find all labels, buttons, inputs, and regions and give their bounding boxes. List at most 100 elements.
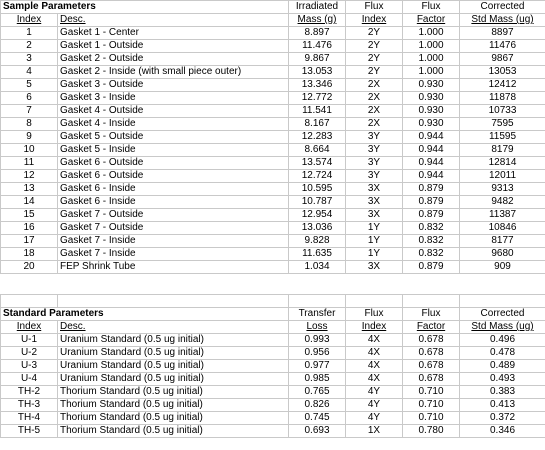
sample-header-row-top: Sample Parameters Irradiated Flux Flux C… <box>0 0 545 14</box>
cell-corrected: 0.493 <box>459 372 545 386</box>
cell-index: 2 <box>0 39 58 53</box>
cell-index: 8 <box>0 117 58 131</box>
cell-mass: 12.724 <box>288 169 346 183</box>
header-flux-2: Flux <box>402 0 460 14</box>
cell-flux-factor: 0.780 <box>402 424 460 438</box>
cell-flux-index: 4Y <box>345 398 403 412</box>
cell-flux-index: 1X <box>345 424 403 438</box>
cell-index: TH-5 <box>0 424 58 438</box>
cell-mass: 9.867 <box>288 52 346 66</box>
cell-flux-index: 3Y <box>345 169 403 183</box>
cell-flux-index: 4X <box>345 346 403 360</box>
cell-index: U-2 <box>0 346 58 360</box>
cell-corrected: 8177 <box>459 234 545 248</box>
cell-desc: Uranium Standard (0.5 ug initial) <box>57 346 289 360</box>
table-row: 11 Gasket 6 - Outside 13.574 3Y 0.944 12814 <box>0 156 545 170</box>
cell-corrected: 0.489 <box>459 359 545 373</box>
cell-index: 1 <box>0 26 58 40</box>
cell-corrected: 12814 <box>459 156 545 170</box>
cell-flux-factor: 0.678 <box>402 372 460 386</box>
cell-index: 11 <box>0 156 58 170</box>
cell-corrected: 11387 <box>459 208 545 222</box>
empty-cell <box>288 294 346 308</box>
header-std-mass: Std Mass (ug) <box>459 320 545 334</box>
cell-desc: Gasket 3 - Inside <box>57 91 289 105</box>
cell-mass: 12.283 <box>288 130 346 144</box>
cell-corrected: 9680 <box>459 247 545 261</box>
cell-corrected: 0.496 <box>459 333 545 347</box>
cell-desc: Gasket 7 - Outside <box>57 221 289 235</box>
cell-index: 4 <box>0 65 58 79</box>
cell-desc: Gasket 4 - Inside <box>57 117 289 131</box>
cell-index: U-3 <box>0 359 58 373</box>
cell-desc: Uranium Standard (0.5 ug initial) <box>57 333 289 347</box>
cell-flux-index: 1Y <box>345 234 403 248</box>
cell-desc: Gasket 7 - Outside <box>57 208 289 222</box>
table-row: 4 Gasket 2 - Inside (with small piece out… <box>0 65 545 79</box>
cell-flux-factor: 0.710 <box>402 385 460 399</box>
cell-desc: Thorium Standard (0.5 ug initial) <box>57 385 289 399</box>
cell-corrected: 7595 <box>459 117 545 131</box>
cell-corrected: 0.383 <box>459 385 545 399</box>
sample-parameters-table: Sample Parameters Irradiated Flux Flux C… <box>0 0 545 274</box>
cell-flux-factor: 0.879 <box>402 208 460 222</box>
cell-flux-factor: 0.710 <box>402 411 460 425</box>
cell-mass: 9.828 <box>288 234 346 248</box>
cell-desc: Gasket 1 - Center <box>57 26 289 40</box>
cell-desc: Gasket 7 - Inside <box>57 247 289 261</box>
cell-flux-factor: 0.944 <box>402 130 460 144</box>
standard-section-title: Standard Parameters <box>0 307 289 321</box>
table-row: 17 Gasket 7 - Inside 9.828 1Y 0.832 8177 <box>0 234 545 248</box>
cell-index: 18 <box>0 247 58 261</box>
empty-cell <box>345 294 403 308</box>
cell-flux-factor: 0.944 <box>402 156 460 170</box>
cell-desc: Gasket 3 - Outside <box>57 78 289 92</box>
table-row: U-2 Uranium Standard (0.5 ug initial) 0.95… <box>0 346 545 360</box>
cell-flux-index: 3Y <box>345 156 403 170</box>
cell-corrected: 10846 <box>459 221 545 235</box>
cell-flux-index: 3X <box>345 182 403 196</box>
table-row: 9 Gasket 5 - Outside 12.283 3Y 0.944 11595 <box>0 130 545 144</box>
table-row: 8 Gasket 4 - Inside 8.167 2X 0.930 7595 <box>0 117 545 131</box>
header-flux-1: Flux <box>345 307 403 321</box>
table-row: 2 Gasket 1 - Outside 11.476 2Y 1.000 11476 <box>0 39 545 53</box>
cell-mass: 11.541 <box>288 104 346 118</box>
header-flux-1: Flux <box>345 0 403 14</box>
table-row: 15 Gasket 7 - Outside 12.954 3X 0.879 11387 <box>0 208 545 222</box>
cell-corrected: 9482 <box>459 195 545 209</box>
empty-cell <box>57 294 289 308</box>
cell-mass: 13.053 <box>288 65 346 79</box>
table-row: 6 Gasket 3 - Inside 12.772 2X 0.930 11878 <box>0 91 545 105</box>
cell-desc: Gasket 4 - Outside <box>57 104 289 118</box>
table-row: 1 Gasket 1 - Center 8.897 2Y 1.000 8897 <box>0 26 545 40</box>
cell-desc: Thorium Standard (0.5 ug initial) <box>57 411 289 425</box>
cell-loss: 0.956 <box>288 346 346 360</box>
cell-mass: 12.954 <box>288 208 346 222</box>
header-corrected: Corrected <box>459 307 545 321</box>
table-row: 5 Gasket 3 - Outside 13.346 2X 0.930 12412 <box>0 78 545 92</box>
header-flux-2: Flux <box>402 307 460 321</box>
cell-desc: Uranium Standard (0.5 ug initial) <box>57 359 289 373</box>
cell-flux-index: 2X <box>345 104 403 118</box>
cell-desc: Gasket 6 - Outside <box>57 169 289 183</box>
cell-flux-index: 3X <box>345 195 403 209</box>
cell-desc: Gasket 5 - Outside <box>57 130 289 144</box>
table-row: U-3 Uranium Standard (0.5 ug initial) 0.97… <box>0 359 545 373</box>
header-transfer: Transfer <box>288 307 346 321</box>
cell-flux-factor: 1.000 <box>402 39 460 53</box>
cell-mass: 13.036 <box>288 221 346 235</box>
header-mass: Mass (g) <box>288 13 346 27</box>
cell-flux-factor: 0.710 <box>402 398 460 412</box>
cell-flux-index: 4X <box>345 372 403 386</box>
cell-desc: Gasket 5 - Inside <box>57 143 289 157</box>
cell-flux-factor: 1.000 <box>402 65 460 79</box>
cell-flux-index: 3X <box>345 260 403 274</box>
cell-flux-factor: 0.879 <box>402 195 460 209</box>
standard-header-row-top: Standard Parameters Transfer Flux Flux C… <box>0 307 545 321</box>
cell-flux-factor: 0.944 <box>402 169 460 183</box>
header-desc: Desc. <box>57 13 289 27</box>
cell-mass: 10.787 <box>288 195 346 209</box>
cell-corrected: 0.413 <box>459 398 545 412</box>
header-index: Index <box>0 13 58 27</box>
cell-desc: Gasket 6 - Outside <box>57 156 289 170</box>
